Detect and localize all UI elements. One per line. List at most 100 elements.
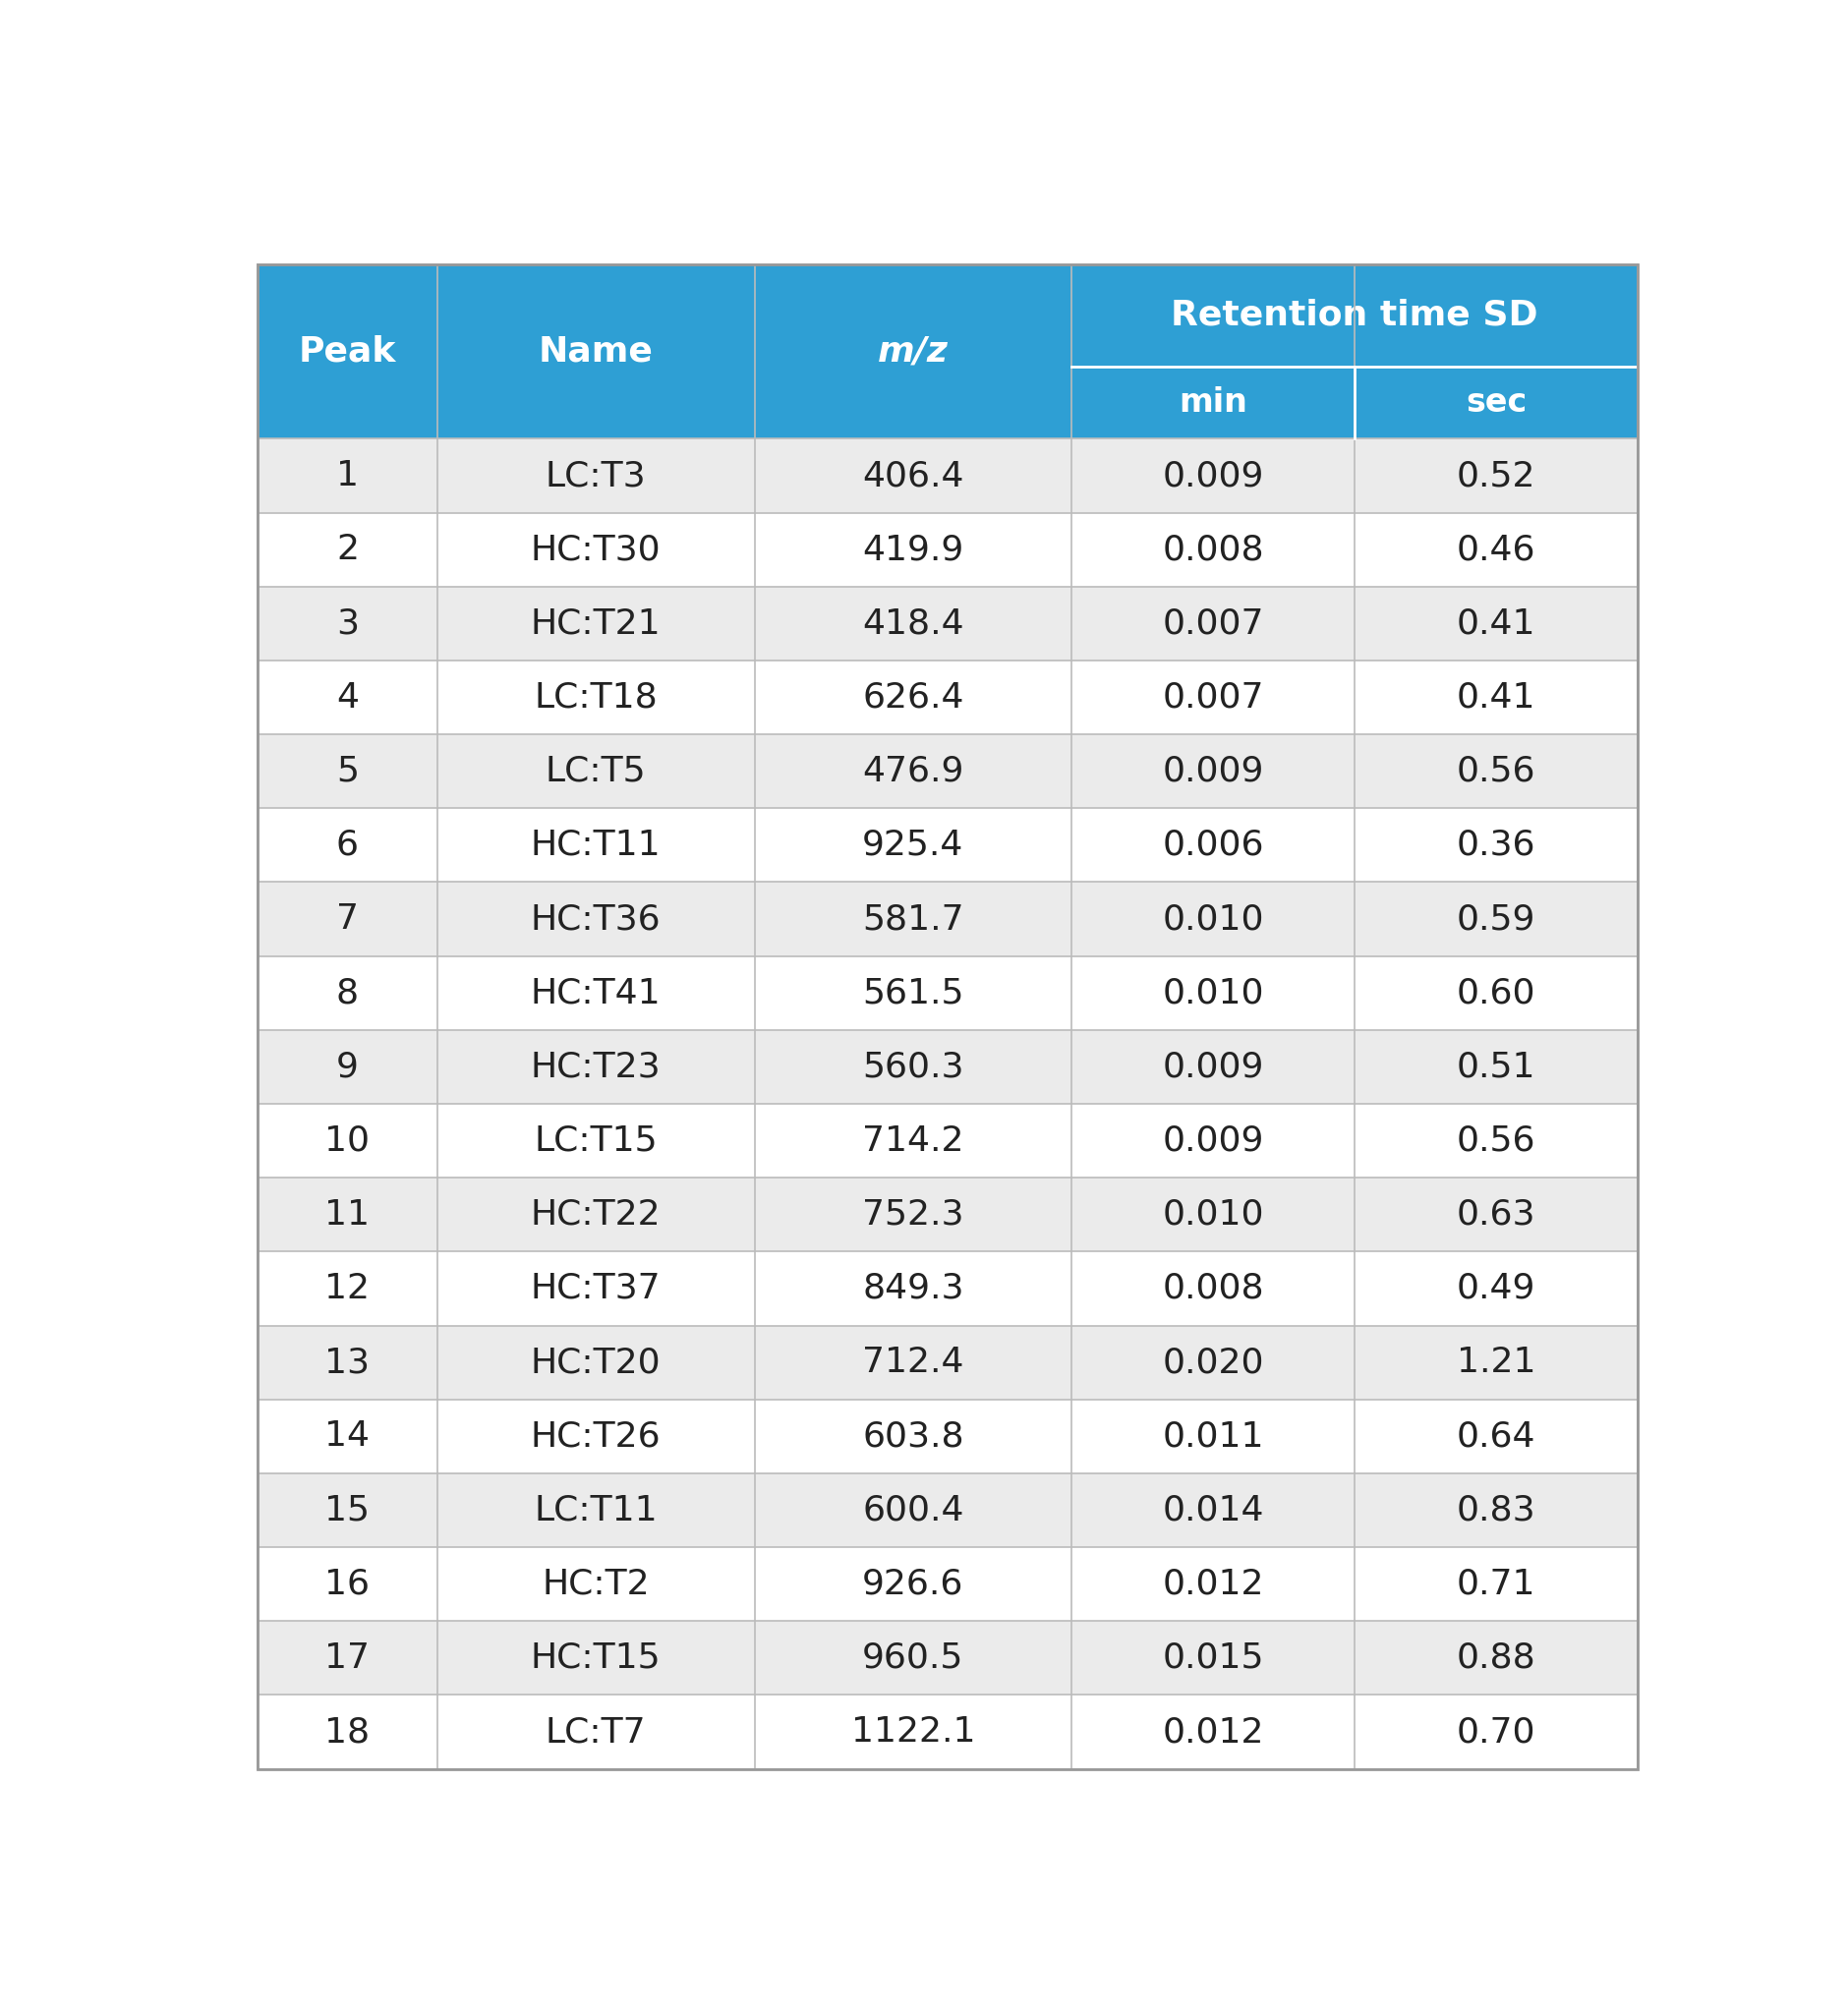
Bar (1355, 1474, 1637, 1548)
Text: LC:T3: LC:T3 (545, 459, 647, 493)
Text: 0.010: 0.010 (1162, 976, 1264, 1011)
Bar (754, 1474, 1072, 1548)
Bar (436, 1695, 754, 1769)
Text: 0.41: 0.41 (1456, 606, 1534, 640)
Bar (436, 735, 754, 809)
Bar (754, 882, 1072, 956)
Text: LC:T5: LC:T5 (545, 755, 647, 787)
Text: 11: 11 (325, 1198, 370, 1232)
Bar (436, 1548, 754, 1620)
Text: 0.36: 0.36 (1456, 829, 1534, 862)
Bar (1355, 1178, 1637, 1252)
Bar (1355, 1620, 1637, 1695)
Bar (754, 735, 1072, 809)
Bar (1355, 735, 1637, 809)
Text: 8: 8 (336, 976, 359, 1011)
Bar (257, 809, 436, 882)
Bar (257, 439, 436, 513)
Bar (1355, 1325, 1637, 1399)
Bar (436, 264, 754, 439)
Bar (1355, 586, 1637, 660)
Text: 752.3: 752.3 (861, 1198, 963, 1232)
Text: 13: 13 (325, 1347, 370, 1379)
Bar (1355, 439, 1637, 513)
Text: 15: 15 (325, 1494, 370, 1528)
Text: Name: Name (538, 334, 652, 368)
Bar (754, 1548, 1072, 1620)
Text: 0.020: 0.020 (1162, 1347, 1264, 1379)
Bar (436, 513, 754, 586)
Text: 0.60: 0.60 (1456, 976, 1534, 1011)
Bar (436, 1103, 754, 1178)
Text: 1: 1 (336, 459, 359, 493)
Text: 925.4: 925.4 (861, 829, 963, 862)
Text: 3: 3 (336, 606, 359, 640)
Text: Retention time SD: Retention time SD (1170, 298, 1538, 332)
Text: 14: 14 (325, 1419, 370, 1453)
Bar (1072, 660, 1355, 735)
Text: HC:T36: HC:T36 (530, 902, 660, 936)
Bar (257, 1620, 436, 1695)
Bar (754, 660, 1072, 735)
Text: min: min (1179, 386, 1247, 419)
Bar (1072, 1399, 1355, 1474)
Bar (1355, 366, 1637, 439)
Text: 960.5: 960.5 (861, 1641, 963, 1675)
Text: LC:T11: LC:T11 (534, 1494, 658, 1528)
Text: LC:T18: LC:T18 (534, 680, 658, 715)
Text: LC:T7: LC:T7 (545, 1715, 647, 1749)
Bar (1072, 366, 1355, 439)
Bar (436, 1325, 754, 1399)
Bar (1355, 1031, 1637, 1103)
Text: HC:T26: HC:T26 (530, 1419, 660, 1453)
Bar (1355, 513, 1637, 586)
Text: 406.4: 406.4 (861, 459, 963, 493)
Bar (1072, 1178, 1355, 1252)
Text: 2: 2 (336, 533, 359, 566)
Text: 476.9: 476.9 (861, 755, 963, 787)
Text: 926.6: 926.6 (861, 1568, 963, 1600)
Text: 561.5: 561.5 (861, 976, 963, 1011)
Bar (257, 1325, 436, 1399)
Bar (1355, 882, 1637, 956)
Text: 6: 6 (336, 829, 359, 862)
Text: 560.3: 560.3 (861, 1051, 963, 1083)
Bar (257, 1548, 436, 1620)
Bar (257, 956, 436, 1031)
Bar (436, 439, 754, 513)
Text: LC:T15: LC:T15 (534, 1123, 658, 1157)
Text: 0.012: 0.012 (1162, 1568, 1264, 1600)
Bar (436, 1474, 754, 1548)
Text: HC:T21: HC:T21 (530, 606, 660, 640)
Bar (1355, 1548, 1637, 1620)
Text: HC:T37: HC:T37 (530, 1272, 660, 1304)
Bar (257, 513, 436, 586)
Bar (1072, 264, 1637, 366)
Text: 12: 12 (325, 1272, 370, 1304)
Text: 0.51: 0.51 (1456, 1051, 1534, 1083)
Text: 0.007: 0.007 (1162, 606, 1264, 640)
Text: 1.21: 1.21 (1456, 1347, 1534, 1379)
Text: 714.2: 714.2 (861, 1123, 963, 1157)
Text: 581.7: 581.7 (861, 902, 963, 936)
Bar (1072, 1103, 1355, 1178)
Bar (754, 586, 1072, 660)
Bar (754, 1620, 1072, 1695)
Bar (257, 264, 436, 439)
Text: 1122.1: 1122.1 (850, 1715, 974, 1749)
Bar (436, 1178, 754, 1252)
Text: 0.71: 0.71 (1456, 1568, 1534, 1600)
Text: HC:T23: HC:T23 (530, 1051, 660, 1083)
Text: m/z: m/z (878, 334, 948, 368)
Text: 418.4: 418.4 (861, 606, 963, 640)
Text: 0.59: 0.59 (1456, 902, 1534, 936)
Text: 0.012: 0.012 (1162, 1715, 1264, 1749)
Text: HC:T15: HC:T15 (530, 1641, 660, 1675)
Text: 0.010: 0.010 (1162, 902, 1264, 936)
Text: 849.3: 849.3 (861, 1272, 963, 1304)
Text: HC:T2: HC:T2 (541, 1568, 649, 1600)
Text: HC:T20: HC:T20 (530, 1347, 660, 1379)
Text: 7: 7 (336, 902, 359, 936)
Bar (754, 1325, 1072, 1399)
Text: HC:T11: HC:T11 (530, 829, 660, 862)
